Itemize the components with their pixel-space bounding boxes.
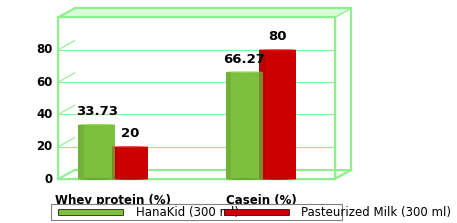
Text: 20: 20	[121, 127, 139, 140]
Polygon shape	[58, 8, 74, 179]
Polygon shape	[259, 50, 296, 179]
Text: 66.27: 66.27	[223, 53, 265, 66]
Polygon shape	[259, 50, 265, 178]
Ellipse shape	[226, 71, 263, 73]
Text: Pasteurized Milk (300 ml): Pasteurized Milk (300 ml)	[302, 206, 452, 219]
Polygon shape	[58, 8, 351, 17]
Ellipse shape	[259, 178, 296, 180]
Ellipse shape	[112, 178, 149, 180]
Polygon shape	[78, 125, 115, 179]
Polygon shape	[112, 147, 149, 179]
Text: 40: 40	[36, 108, 53, 121]
Polygon shape	[226, 72, 263, 179]
Text: Whey protein (%): Whey protein (%)	[55, 194, 171, 207]
Ellipse shape	[78, 124, 115, 125]
Text: Casein (%): Casein (%)	[225, 194, 296, 207]
Text: HanaKid (300 ml): HanaKid (300 ml)	[136, 206, 239, 219]
Polygon shape	[58, 209, 122, 215]
Text: 20: 20	[36, 140, 53, 153]
Ellipse shape	[226, 178, 263, 180]
Ellipse shape	[78, 178, 115, 180]
Ellipse shape	[112, 146, 149, 147]
Ellipse shape	[259, 49, 296, 50]
Text: 80: 80	[36, 43, 53, 56]
Polygon shape	[226, 72, 231, 178]
Polygon shape	[224, 209, 288, 215]
Polygon shape	[78, 125, 84, 178]
Text: 0: 0	[44, 173, 53, 186]
Text: 80: 80	[268, 30, 287, 43]
Polygon shape	[58, 170, 351, 179]
Text: 60: 60	[36, 76, 53, 89]
Text: 33.73: 33.73	[76, 105, 118, 118]
Polygon shape	[58, 17, 335, 179]
Polygon shape	[112, 147, 117, 178]
Polygon shape	[51, 204, 342, 220]
